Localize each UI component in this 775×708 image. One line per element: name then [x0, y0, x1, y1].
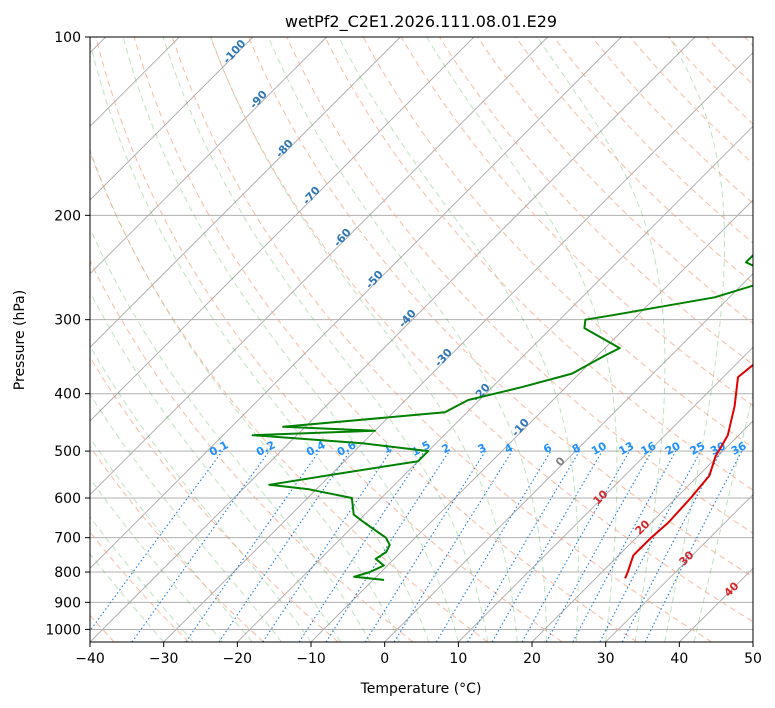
x-tick-label: −40	[75, 651, 105, 667]
mixing-ratio-line	[131, 450, 270, 642]
profile-series	[251, 253, 753, 581]
y-tick-label: 200	[54, 208, 81, 224]
isotherm-gridline	[236, 125, 753, 642]
moist-adiabat-line	[90, 393, 282, 642]
y-tick-label: 400	[54, 387, 81, 403]
dry-adiabat-line	[171, 37, 712, 642]
y-axis-label: Pressure (hPa)	[12, 290, 28, 390]
dry-adiabats	[90, 37, 753, 642]
isotherm-gridline	[163, 51, 753, 642]
dry-adiabat-line	[95, 37, 563, 642]
x-axis-label: Temperature (°C)	[360, 681, 482, 697]
x-tick-label: 20	[523, 651, 541, 667]
x-tick-label: −10	[296, 651, 326, 667]
isotherm-gridline	[90, 37, 254, 201]
isotherm-gridline	[90, 37, 622, 570]
moist-adiabat-line	[90, 516, 194, 642]
dry-adiabat-line	[362, 37, 753, 449]
isotherm-gridline	[457, 346, 753, 642]
moist-adiabat-line	[664, 37, 725, 642]
moist-adiabat-line	[90, 39, 430, 642]
mixing-ratio-line	[521, 450, 630, 642]
moist-adiabats	[90, 37, 753, 642]
moist-adiabat-line	[90, 227, 371, 642]
moist-adiabat-line	[536, 37, 666, 642]
y-tick-label: 800	[54, 565, 81, 581]
moist-adiabat-line	[267, 37, 548, 642]
mixing-ratio-label: 10	[589, 439, 609, 458]
dewpoint-profile-line	[251, 253, 753, 581]
y-tick-label: 300	[54, 313, 81, 329]
dry-adiabat-line	[133, 37, 638, 642]
moist-adiabat-line	[90, 477, 223, 642]
chart-title: wetPf2_C2E1.2026.111.08.01.E29	[285, 12, 557, 32]
mixing-ratio-label: 13	[617, 439, 637, 458]
dry-adiabat-line	[90, 445, 264, 642]
mixing-ratio-line	[325, 450, 450, 642]
moist-adiabat-line	[90, 290, 341, 642]
y-tick-label: 500	[54, 444, 81, 460]
isotherm-gridline	[90, 37, 696, 642]
isotherm-gridline	[384, 272, 753, 642]
moist-adiabat-line	[693, 392, 753, 642]
dry-adiabat-line	[629, 37, 753, 165]
moist-adiabat-line	[210, 37, 518, 642]
moist-adiabat-line	[122, 37, 459, 642]
isotherm-gridline	[531, 420, 753, 642]
mixing-ratio-line	[393, 450, 513, 642]
isotherm-gridline	[90, 37, 328, 275]
isotherm-gridline	[605, 493, 753, 642]
dry-adiabat-line	[515, 37, 753, 284]
y-tick-label: 100	[54, 30, 81, 46]
grid-layer	[90, 37, 753, 642]
plot-frame	[89, 36, 754, 643]
dry-adiabat-line	[400, 37, 753, 407]
y-tick-label: 600	[54, 491, 81, 507]
plot-area: 0.1 0.2 0.4 0.6 1 1.5 2 3 4 6 8 10 13 16 20 25 30 36-100-…	[90, 37, 753, 642]
dry-adiabat-line	[477, 37, 753, 325]
mixing-ratio-line	[218, 450, 351, 642]
dry-adiabat-line	[210, 37, 753, 623]
x-axis-ticks: −40 −30 −20 −10 0 10 20 30 40 50	[75, 642, 762, 667]
dry-adiabat-line	[591, 37, 753, 204]
x-tick-label: 50	[744, 651, 762, 667]
x-tick-label: 30	[597, 651, 615, 667]
mixing-ratio-label: 20	[663, 439, 683, 458]
x-tick-label: 0	[380, 651, 389, 667]
dry-adiabat-line	[248, 37, 753, 578]
isotherm-gridline	[90, 37, 401, 349]
x-tick-label: −30	[149, 651, 179, 667]
mixing-ratio-line	[644, 450, 743, 642]
mixing-ratio-lines	[90, 450, 743, 642]
isotherm-gridline	[90, 37, 549, 496]
mixing-ratio-line	[545, 450, 653, 642]
moist-adiabat-line	[162, 37, 489, 642]
mixing-ratio-line	[262, 450, 392, 642]
moist-adiabat-line	[90, 436, 253, 642]
moist-adiabat-line	[338, 37, 579, 642]
y-tick-label: 900	[54, 595, 81, 611]
mixing-ratio-label: 25	[688, 439, 708, 458]
mixing-ratio-line	[298, 450, 425, 642]
x-tick-label: 40	[670, 651, 688, 667]
mixing-ratio-label: 16	[639, 439, 659, 458]
dry-adiabat-line	[90, 259, 414, 642]
y-tick-label: 1000	[45, 622, 81, 638]
mixing-ratio-line	[572, 450, 677, 642]
dry-adiabat-line	[324, 37, 753, 491]
x-tick-label: −20	[223, 651, 253, 667]
mixing-ratio-line	[185, 450, 320, 642]
x-tick-label: 10	[449, 651, 467, 667]
moist-adiabat-line	[90, 148, 400, 642]
temperature-profile-line	[624, 363, 753, 579]
isotherm-gridline	[90, 37, 475, 422]
y-axis-ticks: 100 200 300 400 500 600 700 800 900 1000	[45, 30, 90, 638]
y-tick-label: 700	[54, 531, 81, 547]
mixing-ratio-line	[90, 450, 223, 632]
mixing-ratio-label: 36	[729, 439, 749, 458]
